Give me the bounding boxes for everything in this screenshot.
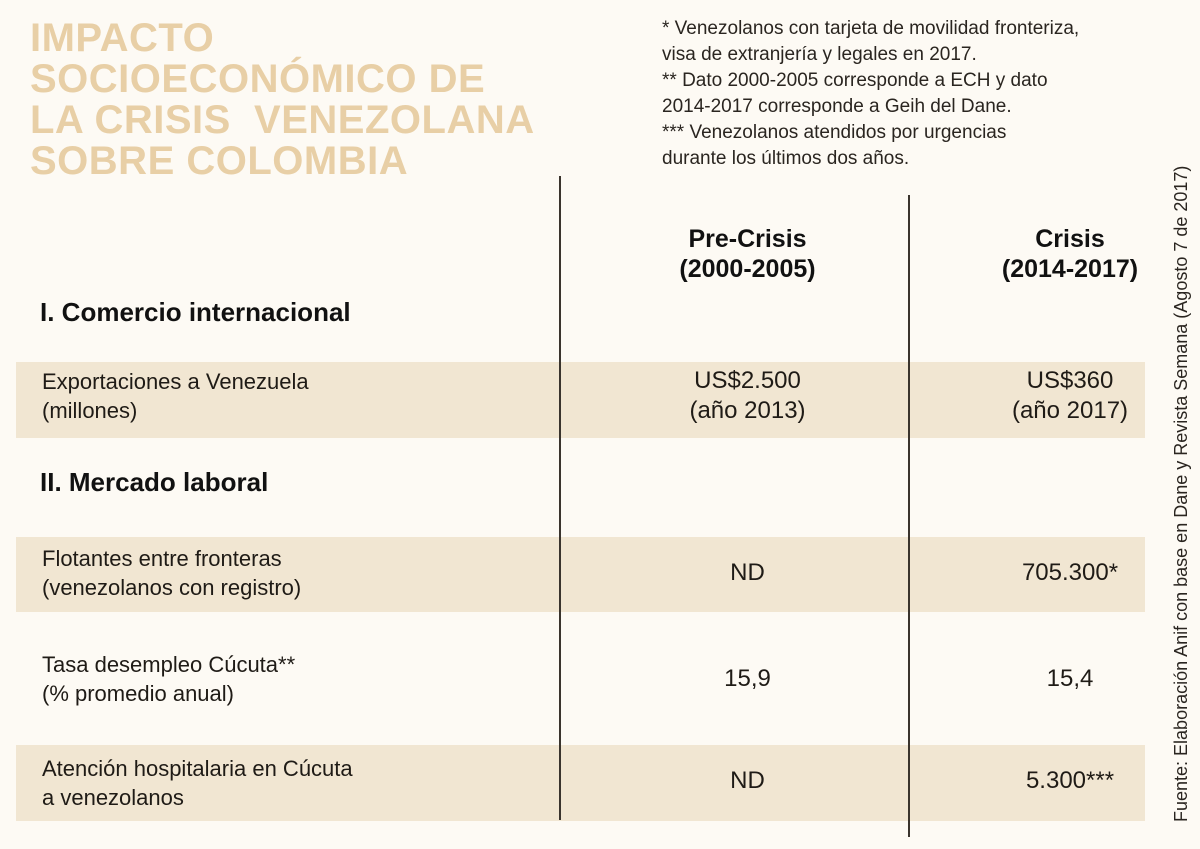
row-label-line: Tasa desempleo Cúcuta** bbox=[42, 652, 296, 677]
footnote-line: ** Dato 2000-2005 corresponde a ECH y da… bbox=[662, 70, 1048, 91]
row-label-line: Exportaciones a Venezuela bbox=[42, 369, 309, 394]
source-note: Fuente: Elaboración Anif con base en Dan… bbox=[1171, 165, 1191, 822]
section-heading-comercio: I. Comercio internacional bbox=[40, 297, 351, 327]
cell-note: (año 2017) bbox=[1011, 397, 1129, 424]
column-header-crisis: Crisis (2014-2017) bbox=[955, 224, 1185, 284]
row-label-desempleo: Tasa desempleo Cúcuta** (% promedio anua… bbox=[42, 650, 295, 708]
row-label-line: a venezolanos bbox=[42, 785, 184, 810]
cell-atencion-crisis: 5.300*** bbox=[960, 766, 1180, 796]
title-line-4: SOBRE COLOMBIA bbox=[30, 139, 409, 183]
row-band-exportaciones bbox=[16, 362, 1145, 438]
row-label-line: (venezolanos con registro) bbox=[42, 575, 302, 600]
cell-value: ND bbox=[730, 559, 765, 586]
row-band-atencion bbox=[16, 745, 1145, 821]
footnotes: * Venezolanos con tarjeta de movilidad f… bbox=[662, 16, 1162, 172]
title-line-1: IMPACTO bbox=[30, 16, 215, 60]
cell-value: 705.300* bbox=[1021, 559, 1119, 586]
row-label-flotantes: Flotantes entre fronteras (venezolanos c… bbox=[42, 544, 301, 602]
row-label-line: Flotantes entre fronteras bbox=[42, 546, 282, 571]
cell-value: US$2.500 bbox=[694, 367, 801, 394]
cell-desempleo-pre: 15,9 bbox=[640, 664, 855, 694]
footnote-line: visa de extranjería y legales en 2017. bbox=[662, 44, 977, 65]
column-divider-crisis bbox=[908, 195, 910, 837]
column-header-pre-crisis: Pre-Crisis (2000-2005) bbox=[640, 224, 855, 284]
column-header-pre-line2: (2000-2005) bbox=[679, 255, 816, 283]
column-header-crisis-line2: (2014-2017) bbox=[1001, 255, 1139, 283]
column-header-pre-line1: Pre-Crisis bbox=[688, 225, 807, 253]
cell-desempleo-crisis: 15,4 bbox=[960, 664, 1180, 694]
footnote-line: 2014-2017 corresponde a Geih del Dane. bbox=[662, 96, 1012, 117]
cell-atencion-pre: ND bbox=[640, 766, 855, 796]
row-label-line: Atención hospitalaria en Cúcuta bbox=[42, 756, 353, 781]
cell-value: 15,9 bbox=[724, 665, 771, 692]
cell-note: (año 2013) bbox=[689, 397, 806, 424]
cell-exportaciones-crisis: US$360 (año 2017) bbox=[960, 366, 1180, 426]
title-line-2: SOCIOECONÓMICO DE bbox=[30, 57, 486, 101]
column-header-crisis-line1: Crisis bbox=[1035, 225, 1105, 253]
cell-value: 15,4 bbox=[1046, 665, 1094, 692]
cell-flotantes-crisis: 705.300* bbox=[960, 558, 1180, 588]
footnote-line: * Venezolanos con tarjeta de movilidad f… bbox=[662, 18, 1080, 39]
footnote-line: durante los últimos dos años. bbox=[662, 148, 910, 169]
cell-value: 5.300*** bbox=[1025, 767, 1115, 794]
cell-value: US$360 bbox=[1026, 367, 1114, 394]
row-label-exportaciones: Exportaciones a Venezuela (millones) bbox=[42, 367, 309, 425]
cell-flotantes-pre: ND bbox=[640, 558, 855, 588]
row-band-flotantes bbox=[16, 537, 1145, 612]
cell-value: ND bbox=[730, 767, 765, 794]
column-divider-pre bbox=[559, 176, 561, 820]
title-line-3: LA CRISIS VENEZOLANA bbox=[30, 98, 535, 142]
row-label-line: (millones) bbox=[42, 398, 138, 423]
page-title: IMPACTO SOCIOECONÓMICO DE LA CRISIS VENE… bbox=[30, 18, 590, 182]
cell-exportaciones-pre: US$2.500 (año 2013) bbox=[640, 366, 855, 426]
row-label-line: (% promedio anual) bbox=[42, 681, 234, 706]
section-heading-laboral: II. Mercado laboral bbox=[40, 467, 269, 497]
row-label-atencion: Atención hospitalaria en Cúcuta a venezo… bbox=[42, 754, 353, 812]
footnote-line: *** Venezolanos atendidos por urgencias bbox=[662, 122, 1007, 143]
